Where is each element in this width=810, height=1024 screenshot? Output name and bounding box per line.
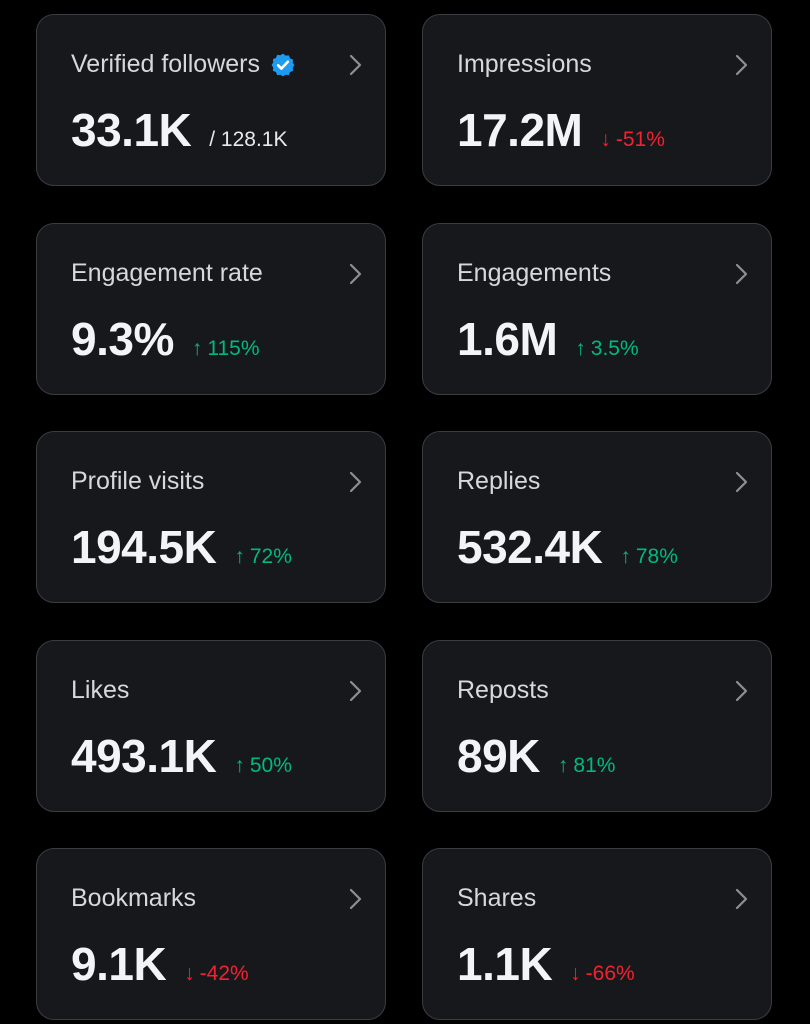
- metric-total: / 128.1K: [209, 128, 288, 151]
- verified-badge-icon: [271, 53, 295, 76]
- metric-value: 89K: [457, 730, 540, 782]
- metric-value-row: 194.5K ↑ 72%: [71, 520, 292, 574]
- metric-card-impressions[interactable]: Impressions 17.2M ↓ -51%: [422, 14, 772, 186]
- metric-value: 1.1K: [457, 938, 553, 990]
- chevron-right-icon[interactable]: [729, 51, 753, 79]
- metric-card-verified-followers[interactable]: Verified followers 33.1K / 128.1K: [36, 14, 386, 186]
- metric-delta: ↑ 115%: [191, 337, 260, 360]
- metric-value: 532.4K: [457, 521, 603, 573]
- chevron-right-icon[interactable]: [343, 260, 367, 288]
- metric-delta: ↑ 3.5%: [575, 337, 639, 360]
- chevron-right-icon[interactable]: [729, 885, 753, 913]
- metric-delta: ↓ -42%: [184, 962, 249, 985]
- metric-label: Bookmarks: [71, 884, 197, 912]
- metric-label: Engagement rate: [71, 259, 263, 287]
- metric-delta: ↑ 78%: [620, 545, 678, 568]
- metric-delta: ↓ -66%: [570, 962, 635, 985]
- chevron-right-icon[interactable]: [729, 677, 753, 705]
- metric-card-replies[interactable]: Replies 532.4K ↑ 78%: [422, 431, 772, 603]
- metric-label: Verified followers: [71, 50, 296, 79]
- metric-value-row: 33.1K / 128.1K: [71, 103, 287, 157]
- metric-label: Reposts: [457, 676, 549, 704]
- metric-value: 194.5K: [71, 521, 217, 573]
- metric-value-row: 9.3% ↑ 115%: [71, 312, 260, 366]
- metric-delta: ↑ 81%: [557, 754, 616, 777]
- metric-value-row: 1.6M ↑ 3.5%: [457, 312, 639, 366]
- metric-card-profile-visits[interactable]: Profile visits 194.5K ↑ 72%: [36, 431, 386, 603]
- metric-label: Shares: [457, 884, 537, 912]
- metric-label: Likes: [71, 676, 130, 704]
- metric-label: Profile visits: [71, 467, 205, 495]
- metric-card-reposts[interactable]: Reposts 89K ↑ 81%: [422, 640, 772, 812]
- arrow-up-icon: ↑: [234, 545, 245, 568]
- metric-card-engagements[interactable]: Engagements 1.6M ↑ 3.5%: [422, 223, 772, 395]
- metric-delta: ↑ 72%: [234, 545, 292, 568]
- metric-card-shares[interactable]: Shares 1.1K ↓ -66%: [422, 848, 772, 1020]
- arrow-down-icon: ↓: [570, 962, 581, 985]
- arrow-up-icon: ↑: [234, 754, 245, 777]
- chevron-right-icon[interactable]: [343, 468, 367, 496]
- chevron-right-icon[interactable]: [729, 468, 753, 496]
- metric-value: 493.1K: [71, 730, 217, 782]
- metric-label: Replies: [457, 467, 541, 495]
- metric-value-row: 1.1K ↓ -66%: [457, 937, 635, 991]
- arrow-up-icon: ↑: [557, 754, 569, 777]
- chevron-right-icon[interactable]: [343, 51, 367, 79]
- metric-value: 17.2M: [457, 104, 583, 156]
- metric-value-row: 9.1K ↓ -42%: [71, 937, 249, 991]
- metric-label: Engagements: [457, 259, 612, 287]
- metric-value-row: 17.2M ↓ -51%: [457, 103, 665, 157]
- metric-card-engagement-rate[interactable]: Engagement rate 9.3% ↑ 115%: [36, 223, 386, 395]
- arrow-up-icon: ↑: [191, 337, 203, 360]
- metric-value-row: 532.4K ↑ 78%: [457, 520, 678, 574]
- chevron-right-icon[interactable]: [729, 260, 753, 288]
- metric-value-row: 89K ↑ 81%: [457, 729, 615, 783]
- metric-delta: ↑ 50%: [234, 754, 292, 777]
- metric-value-row: 493.1K ↑ 50%: [71, 729, 292, 783]
- metric-value: 1.6M: [457, 313, 558, 365]
- arrow-down-icon: ↓: [600, 128, 611, 151]
- arrow-up-icon: ↑: [575, 337, 586, 360]
- metric-value: 33.1K: [71, 104, 192, 156]
- metric-card-likes[interactable]: Likes 493.1K ↑ 50%: [36, 640, 386, 812]
- chevron-right-icon[interactable]: [343, 677, 367, 705]
- metric-delta: ↓ -51%: [600, 128, 665, 151]
- metric-card-bookmarks[interactable]: Bookmarks 9.1K ↓ -42%: [36, 848, 386, 1020]
- metric-label: Impressions: [457, 50, 592, 78]
- chevron-right-icon[interactable]: [343, 885, 367, 913]
- arrow-down-icon: ↓: [184, 962, 195, 985]
- arrow-up-icon: ↑: [620, 545, 631, 568]
- metric-value: 9.3%: [71, 313, 174, 365]
- metric-value: 9.1K: [71, 938, 167, 990]
